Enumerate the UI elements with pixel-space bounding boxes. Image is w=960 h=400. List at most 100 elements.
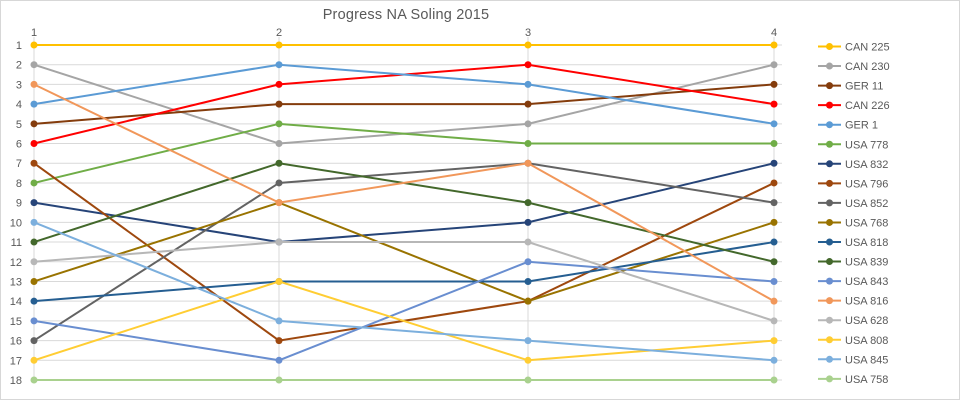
- data-point-usa-796-race-2[interactable]: [275, 337, 283, 345]
- legend-item-usa-796[interactable]: USA 796: [818, 178, 888, 190]
- data-point-usa-628-race-3[interactable]: [524, 238, 532, 246]
- data-point-usa-768-race-4[interactable]: [770, 218, 778, 226]
- legend-item-usa-808[interactable]: USA 808: [818, 335, 888, 347]
- data-point-usa-845-race-3[interactable]: [524, 337, 532, 345]
- series-usa-778[interactable]: [30, 120, 778, 187]
- data-point-usa-778-race-4[interactable]: [770, 140, 778, 148]
- legend-item-usa-818[interactable]: USA 818: [818, 237, 888, 249]
- legend-item-usa-843[interactable]: USA 843: [818, 276, 888, 288]
- series-line-usa-818[interactable]: [33, 241, 775, 303]
- data-point-usa-816-race-1[interactable]: [30, 80, 38, 88]
- data-point-usa-852-race-1[interactable]: [30, 337, 38, 345]
- legend-item-can-230[interactable]: CAN 230: [818, 61, 890, 73]
- data-point-usa-852-race-4[interactable]: [770, 199, 778, 207]
- data-point-usa-852-race-2[interactable]: [275, 179, 283, 187]
- series-line-usa-628[interactable]: [33, 241, 775, 322]
- data-point-usa-843-race-2[interactable]: [275, 356, 283, 364]
- data-point-ger-11-race-4[interactable]: [770, 80, 778, 88]
- series-line-usa-852[interactable]: [33, 162, 775, 342]
- data-point-usa-628-race-4[interactable]: [770, 317, 778, 325]
- data-point-usa-818-race-4[interactable]: [770, 238, 778, 246]
- data-point-can-226-race-1[interactable]: [30, 140, 38, 148]
- data-point-usa-808-race-4[interactable]: [770, 337, 778, 345]
- legend-item-ger-1[interactable]: GER 1: [818, 120, 878, 132]
- series-line-usa-839[interactable]: [33, 162, 775, 263]
- series-line-usa-816[interactable]: [33, 83, 775, 303]
- data-point-usa-839-race-1[interactable]: [30, 238, 38, 246]
- data-point-usa-843-race-1[interactable]: [30, 317, 38, 325]
- data-point-usa-845-race-1[interactable]: [30, 218, 38, 226]
- data-point-can-226-race-4[interactable]: [770, 100, 778, 108]
- data-point-can-225-race-2[interactable]: [275, 41, 283, 49]
- legend-item-usa-778[interactable]: USA 778: [818, 139, 888, 151]
- data-point-usa-816-race-4[interactable]: [770, 297, 778, 305]
- data-point-usa-832-race-1[interactable]: [30, 199, 38, 207]
- legend-item-usa-839[interactable]: USA 839: [818, 257, 888, 269]
- data-point-usa-816-race-3[interactable]: [524, 159, 532, 167]
- data-point-ger-11-race-3[interactable]: [524, 100, 532, 108]
- data-point-can-230-race-4[interactable]: [770, 61, 778, 69]
- data-point-can-226-race-3[interactable]: [524, 61, 532, 69]
- series-can-225[interactable]: [30, 41, 778, 49]
- series-line-ger-1[interactable]: [33, 63, 775, 125]
- data-point-ger-1-race-4[interactable]: [770, 120, 778, 128]
- data-point-usa-843-race-4[interactable]: [770, 277, 778, 285]
- legend-item-usa-852[interactable]: USA 852: [818, 198, 888, 210]
- series-usa-816[interactable]: [30, 80, 778, 305]
- data-point-usa-832-race-3[interactable]: [524, 218, 532, 226]
- data-point-usa-758-race-3[interactable]: [524, 376, 532, 384]
- data-point-usa-768-race-3[interactable]: [524, 297, 532, 305]
- data-point-usa-839-race-2[interactable]: [275, 159, 283, 167]
- legend-item-can-225[interactable]: CAN 225: [818, 42, 890, 54]
- data-point-usa-758-race-2[interactable]: [275, 376, 283, 384]
- legend-item-usa-628[interactable]: USA 628: [818, 315, 888, 327]
- legend-item-ger-11[interactable]: GER 11: [818, 81, 883, 93]
- series-line-usa-778[interactable]: [33, 122, 774, 184]
- data-point-usa-845-race-2[interactable]: [275, 317, 283, 325]
- legend-item-usa-832[interactable]: USA 832: [818, 159, 888, 171]
- data-point-can-226-race-2[interactable]: [275, 80, 283, 88]
- legend-item-usa-816[interactable]: USA 816: [818, 296, 888, 308]
- series-usa-818[interactable]: [30, 238, 778, 305]
- data-point-usa-778-race-1[interactable]: [30, 179, 38, 187]
- legend-item-usa-758[interactable]: USA 758: [818, 374, 888, 386]
- series-usa-843[interactable]: [30, 258, 778, 364]
- data-point-usa-758-race-1[interactable]: [30, 376, 38, 384]
- data-point-usa-845-race-4[interactable]: [770, 356, 778, 364]
- legend-item-usa-845[interactable]: USA 845: [818, 354, 888, 366]
- series-usa-839[interactable]: [30, 159, 778, 266]
- data-point-ger-1-race-2[interactable]: [275, 61, 283, 69]
- series-line-usa-832[interactable]: [33, 162, 775, 244]
- data-point-usa-816-race-2[interactable]: [275, 199, 283, 207]
- data-point-usa-818-race-3[interactable]: [524, 277, 532, 285]
- legend-item-can-226[interactable]: CAN 226: [818, 100, 890, 112]
- data-point-ger-11-race-2[interactable]: [275, 100, 283, 108]
- data-point-usa-758-race-4[interactable]: [770, 376, 778, 384]
- series-line-usa-845[interactable]: [33, 221, 775, 362]
- data-point-ger-1-race-1[interactable]: [30, 100, 38, 108]
- data-point-usa-778-race-2[interactable]: [275, 120, 283, 128]
- series-line-usa-843[interactable]: [33, 260, 775, 362]
- data-point-usa-768-race-1[interactable]: [30, 277, 38, 285]
- data-point-can-230-race-3[interactable]: [524, 120, 532, 128]
- data-point-ger-1-race-3[interactable]: [524, 80, 532, 88]
- data-point-usa-808-race-3[interactable]: [524, 356, 532, 364]
- data-point-usa-808-race-2[interactable]: [275, 277, 283, 285]
- data-point-usa-796-race-1[interactable]: [30, 159, 38, 167]
- data-point-usa-843-race-3[interactable]: [524, 258, 532, 266]
- data-point-can-230-race-2[interactable]: [275, 140, 283, 148]
- series-usa-845[interactable]: [30, 218, 778, 364]
- data-point-usa-808-race-1[interactable]: [30, 356, 38, 364]
- data-point-usa-628-race-1[interactable]: [30, 258, 38, 266]
- series-usa-628[interactable]: [30, 238, 778, 325]
- data-point-usa-818-race-1[interactable]: [30, 297, 38, 305]
- data-point-usa-839-race-4[interactable]: [770, 258, 778, 266]
- data-point-ger-11-race-1[interactable]: [30, 120, 38, 128]
- legend-item-usa-768[interactable]: USA 768: [818, 217, 888, 229]
- series-usa-768[interactable]: [30, 199, 778, 305]
- series-usa-758[interactable]: [30, 376, 778, 384]
- data-point-usa-832-race-4[interactable]: [770, 159, 778, 167]
- data-point-usa-628-race-2[interactable]: [275, 238, 283, 246]
- data-point-usa-778-race-3[interactable]: [524, 140, 532, 148]
- series-ger-1[interactable]: [30, 61, 778, 128]
